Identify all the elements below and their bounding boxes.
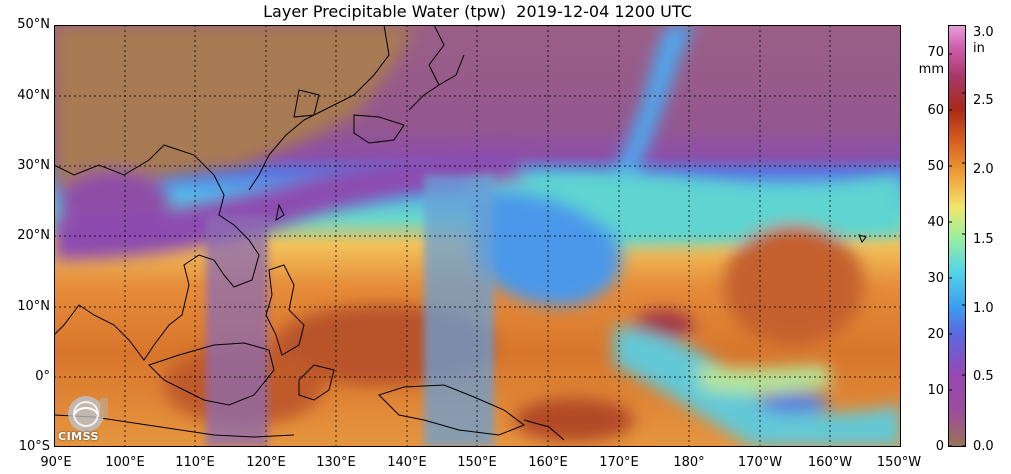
mm-unit-label: mm xyxy=(918,62,944,77)
lat-label-10s: 10°S xyxy=(18,439,50,454)
lon-label-150e: 150°E xyxy=(457,455,497,470)
in-tick-3-0: 3.0 xyxy=(973,25,994,40)
lat-label-30n: 30°N xyxy=(17,158,50,173)
tpw-field xyxy=(54,25,901,447)
lat-label-50n: 50°N xyxy=(17,17,50,32)
lon-label-120e: 120°E xyxy=(246,455,286,470)
mm-tick-70: 70 xyxy=(927,45,944,60)
lat-label-10n: 10°N xyxy=(17,299,50,314)
lon-label-170e: 170°E xyxy=(599,455,639,470)
lat-label-20n: 20°N xyxy=(17,228,50,243)
map-panel xyxy=(54,25,901,447)
in-tick-0-5: 0.5 xyxy=(973,369,994,384)
cimss-logo xyxy=(68,396,108,432)
in-tick-2-5: 2.5 xyxy=(973,93,994,108)
mm-tick-50: 50 xyxy=(927,159,944,174)
lon-label-100e: 100°E xyxy=(105,455,145,470)
lon-label-180: 180° xyxy=(673,455,705,470)
mm-tick-60: 60 xyxy=(927,103,944,118)
mm-tick-10: 10 xyxy=(927,383,944,398)
lon-label-110e: 110°E xyxy=(175,455,215,470)
lat-label-40n: 40°N xyxy=(17,88,50,103)
mm-tick-0: 0 xyxy=(935,439,944,454)
cimss-logo-text: CIMSS xyxy=(58,430,99,443)
mm-tick-20: 20 xyxy=(927,327,944,342)
map-title: Layer Precipitable Water (tpw) 2019-12-0… xyxy=(263,2,692,21)
in-tick-1-0: 1.0 xyxy=(973,301,994,316)
mm-tick-40: 40 xyxy=(927,215,944,230)
mm-tick-30: 30 xyxy=(927,271,944,286)
in-tick-2-0: 2.0 xyxy=(973,162,994,177)
lon-label-170w: 170°W xyxy=(737,455,783,470)
lon-label-130e: 130°E xyxy=(316,455,356,470)
colorbar xyxy=(948,24,966,447)
lon-label-160e: 160°E xyxy=(528,455,568,470)
in-tick-0-0: 0.0 xyxy=(973,439,994,454)
lon-label-150w: 150°W xyxy=(876,455,922,470)
in-unit-label: in xyxy=(973,41,985,56)
lon-label-160w: 160°W xyxy=(807,455,853,470)
lon-label-90e: 90°E xyxy=(40,455,72,470)
lat-label-0: 0° xyxy=(35,369,50,384)
lon-label-140e: 140°E xyxy=(387,455,427,470)
colorbar-gradient xyxy=(948,24,966,447)
in-tick-1-5: 1.5 xyxy=(973,232,994,247)
